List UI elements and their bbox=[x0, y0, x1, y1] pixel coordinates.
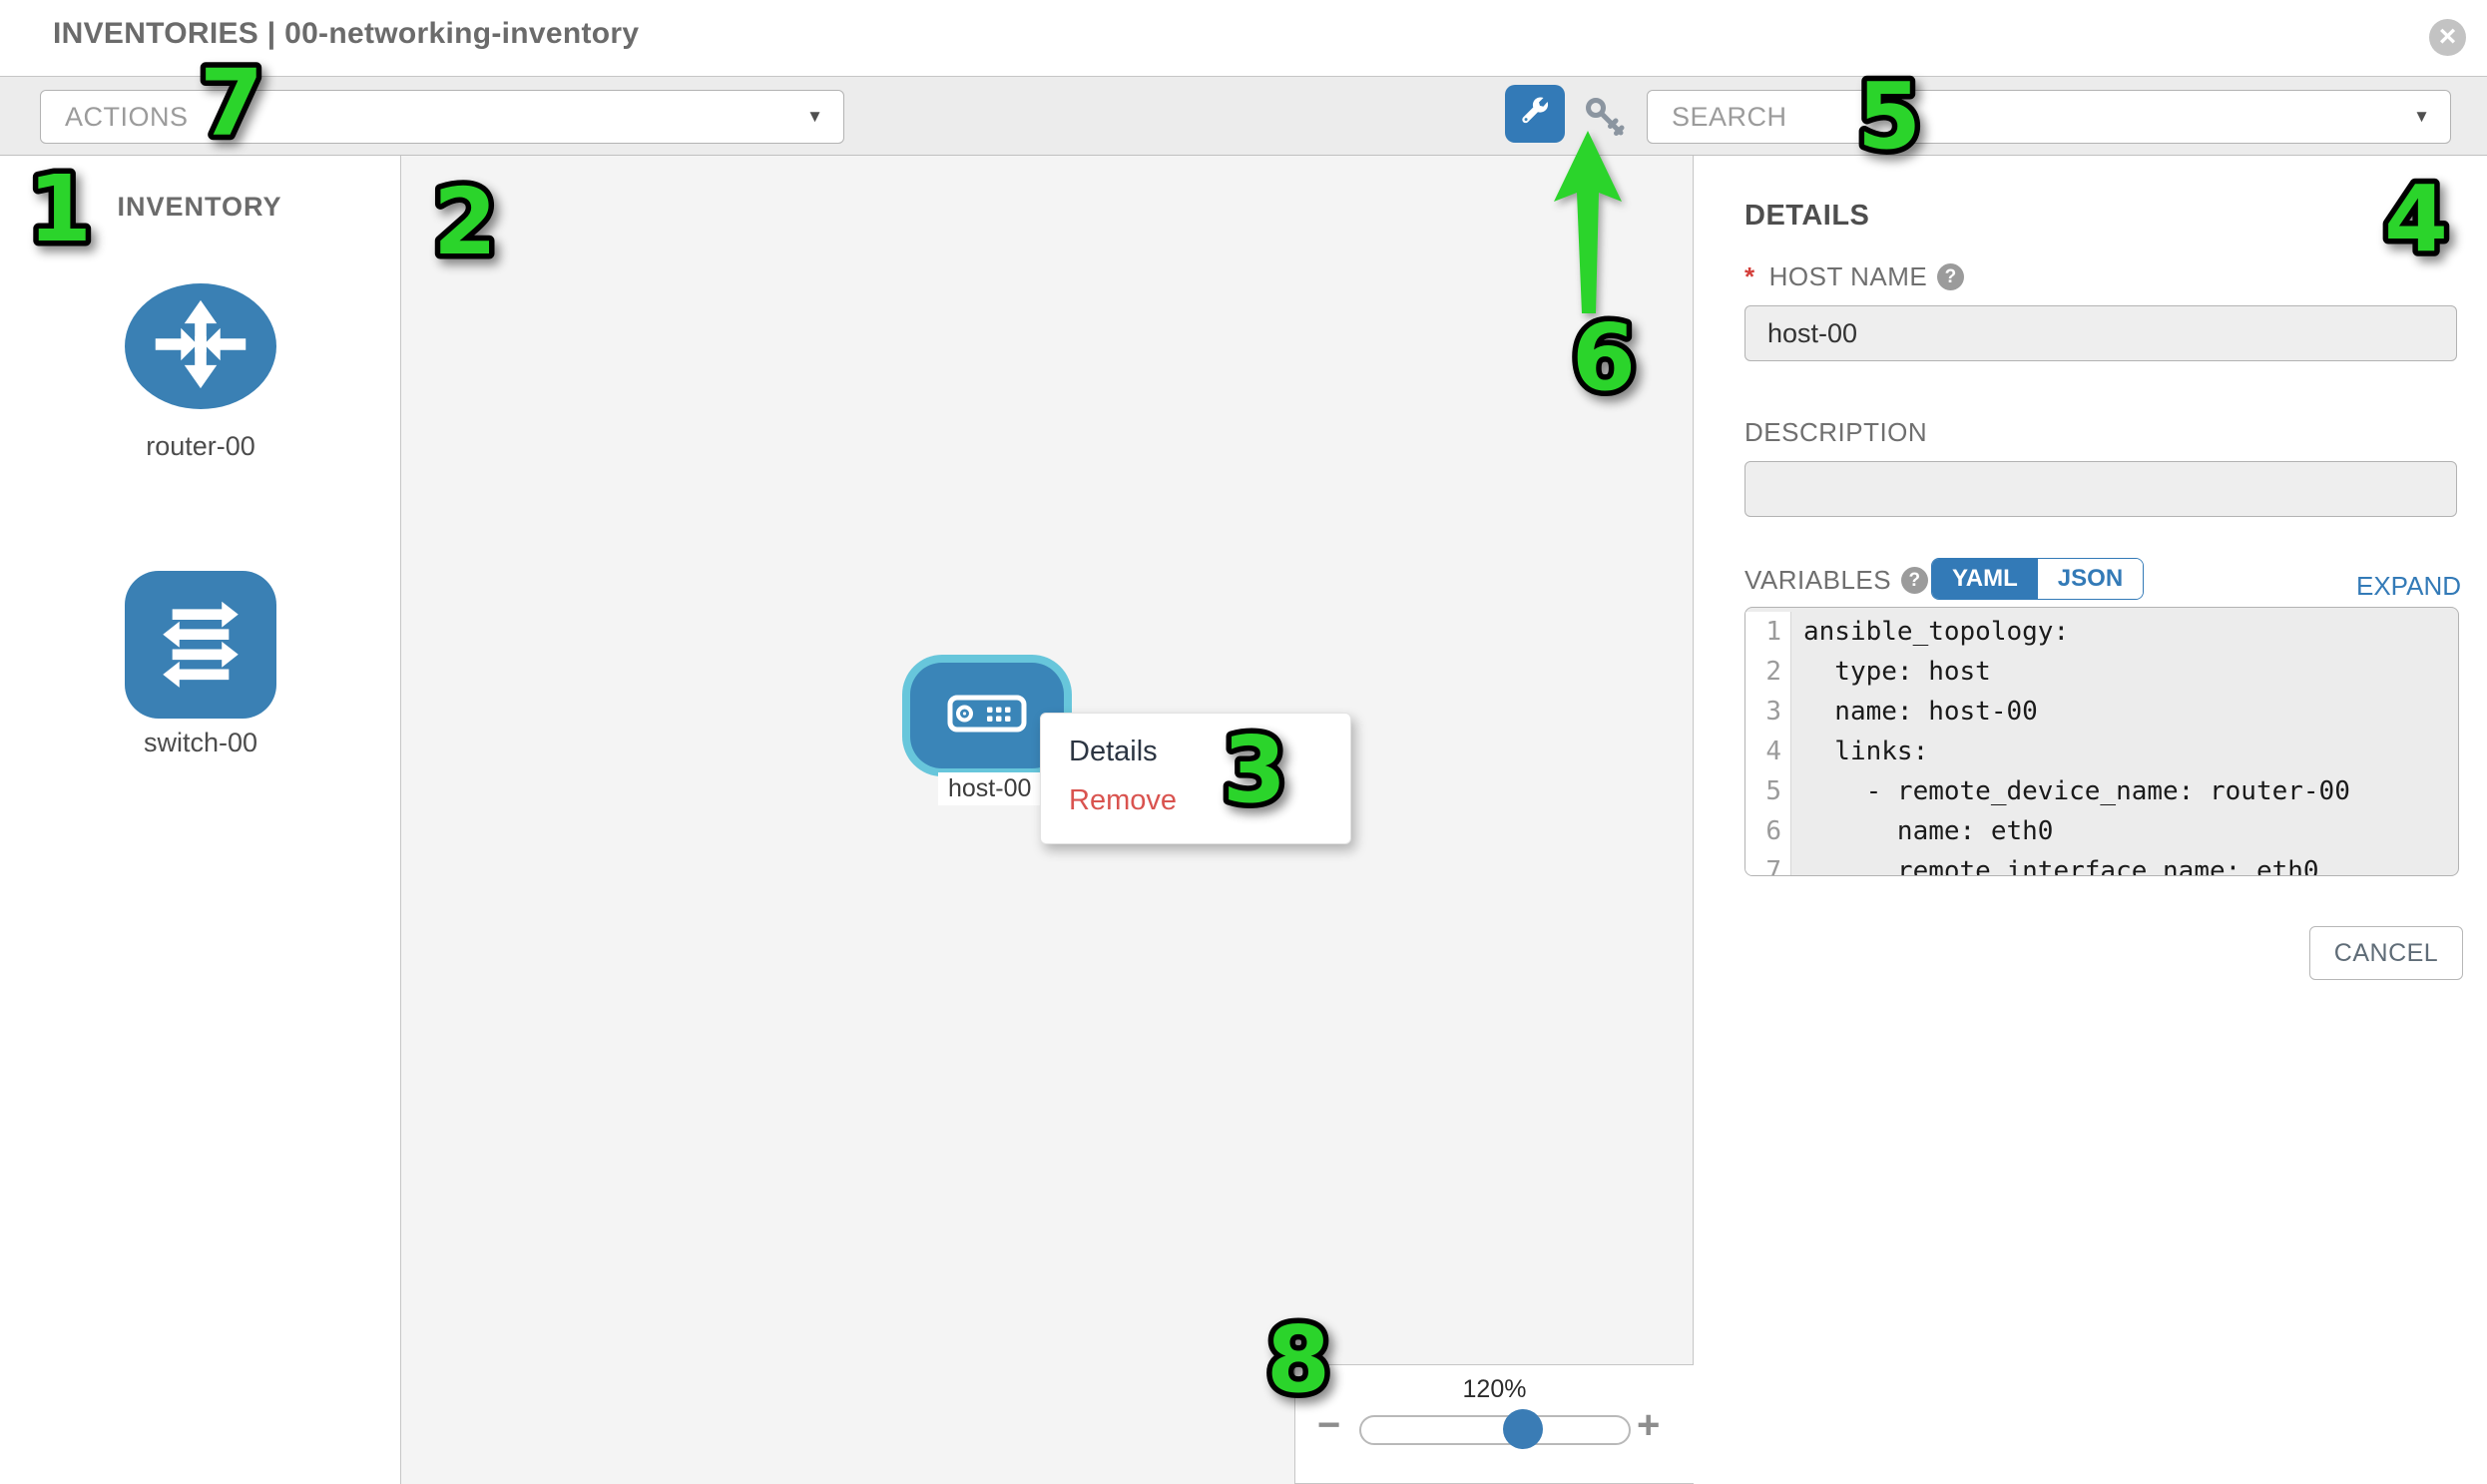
line-number: 1 bbox=[1745, 612, 1791, 652]
editor-line: 6 name: eth0 bbox=[1745, 811, 2458, 851]
zoom-out-button[interactable]: − bbox=[1317, 1403, 1341, 1447]
line-code: remote_interface_name: eth0 bbox=[1803, 856, 2319, 876]
line-code: ansible_topology: bbox=[1803, 617, 2070, 647]
toolbar: ACTIONS ▼ bbox=[0, 76, 2487, 156]
editor-line: 5 - remote_device_name: router-00 bbox=[1745, 771, 2458, 811]
editor-line: 2 type: host bbox=[1745, 652, 2458, 692]
search-dropdown[interactable]: SEARCH ▼ bbox=[1647, 90, 2451, 144]
line-code: links: bbox=[1803, 737, 1929, 766]
sidebar-item-switch[interactable] bbox=[125, 571, 276, 719]
details-panel: DETAILS * HOST NAME ? DESCRIPTION VARIAB… bbox=[1695, 156, 2487, 1484]
line-number: 5 bbox=[1745, 771, 1791, 811]
variables-label: VARIABLES bbox=[1744, 565, 1892, 595]
credentials-button[interactable] bbox=[1583, 97, 1627, 141]
sidebar-item-label: router-00 bbox=[146, 431, 255, 461]
host-node[interactable] bbox=[910, 663, 1064, 768]
expand-link[interactable]: EXPAND bbox=[2356, 571, 2461, 601]
line-code: type: host bbox=[1803, 657, 1991, 687]
line-number: 3 bbox=[1745, 692, 1791, 732]
chevron-down-icon: ▼ bbox=[806, 107, 823, 126]
close-icon[interactable]: × bbox=[2429, 19, 2466, 56]
zoom-slider-thumb[interactable] bbox=[1503, 1409, 1543, 1449]
line-code: name: host-00 bbox=[1803, 697, 2038, 727]
format-toggle: YAML JSON bbox=[1931, 558, 2145, 600]
host-name-label: HOST NAME bbox=[1768, 261, 1928, 291]
variables-editor[interactable]: 1 ansible_topology: 2 type: host 3 name:… bbox=[1744, 607, 2459, 876]
line-number: 7 bbox=[1745, 851, 1791, 875]
page-title: INVENTORIES | 00-networking-inventory bbox=[53, 17, 640, 50]
host-node-label: host-00 bbox=[938, 772, 1042, 805]
context-menu-item-remove[interactable]: Remove bbox=[1069, 784, 1177, 816]
chevron-down-icon: ▼ bbox=[2413, 107, 2430, 126]
variables-label-row: VARIABLES ? bbox=[1744, 565, 1929, 596]
editor-line: 7 remote_interface_name: eth0 bbox=[1745, 851, 2458, 876]
router-icon bbox=[143, 286, 258, 407]
line-number: 2 bbox=[1745, 652, 1791, 692]
sidebar-item-label: switch-00 bbox=[143, 728, 258, 757]
host-icon bbox=[947, 695, 1027, 738]
zoom-in-button[interactable]: + bbox=[1637, 1403, 1661, 1447]
editor-line: 1 ansible_topology: bbox=[1745, 612, 2458, 652]
actions-dropdown[interactable]: ACTIONS ▼ bbox=[40, 90, 844, 144]
line-code: - remote_device_name: router-00 bbox=[1803, 776, 2350, 806]
tab-json[interactable]: JSON bbox=[2037, 559, 2144, 599]
cancel-button[interactable]: CANCEL bbox=[2309, 926, 2463, 980]
line-number: 4 bbox=[1745, 732, 1791, 771]
breadcrumb-header: INVENTORIES | 00-networking-inventory × bbox=[0, 0, 2487, 76]
editor-line: 3 name: host-00 bbox=[1745, 692, 2458, 732]
toolbox-button[interactable] bbox=[1505, 85, 1565, 143]
description-input[interactable] bbox=[1744, 461, 2457, 517]
inventory-heading: INVENTORY bbox=[117, 192, 282, 222]
search-placeholder: SEARCH bbox=[1672, 101, 1787, 132]
description-label: DESCRIPTION bbox=[1744, 417, 1927, 448]
context-menu: Details Remove bbox=[1040, 713, 1351, 844]
description-label-text: DESCRIPTION bbox=[1744, 417, 1928, 447]
host-name-input[interactable] bbox=[1744, 305, 2457, 361]
line-number: 6 bbox=[1745, 811, 1791, 851]
zoom-widget: 120% − + bbox=[1294, 1364, 1694, 1484]
key-icon bbox=[1583, 95, 1627, 144]
tab-yaml[interactable]: YAML bbox=[1932, 559, 2038, 599]
wrench-icon bbox=[1518, 95, 1552, 134]
context-menu-item-details[interactable]: Details bbox=[1069, 736, 1158, 767]
switch-icon bbox=[142, 584, 259, 707]
host-name-label-row: * HOST NAME ? bbox=[1744, 261, 1965, 292]
help-icon[interactable]: ? bbox=[1901, 567, 1929, 594]
required-asterisk: * bbox=[1744, 261, 1755, 291]
sidebar-item-router[interactable] bbox=[125, 283, 276, 409]
zoom-slider[interactable] bbox=[1359, 1409, 1631, 1449]
inventory-sidebar: INVENTORY router-00 bbox=[0, 156, 401, 1484]
help-icon[interactable]: ? bbox=[1937, 263, 1965, 290]
zoom-level-value: 120% bbox=[1462, 1375, 1527, 1403]
line-code: name: eth0 bbox=[1803, 816, 2054, 846]
editor-line: 4 links: bbox=[1745, 732, 2458, 771]
topology-canvas[interactable]: host-00 Details Remove 120% − + bbox=[401, 156, 1694, 1484]
details-heading: DETAILS bbox=[1744, 200, 1870, 232]
actions-dropdown-placeholder: ACTIONS bbox=[65, 101, 189, 132]
